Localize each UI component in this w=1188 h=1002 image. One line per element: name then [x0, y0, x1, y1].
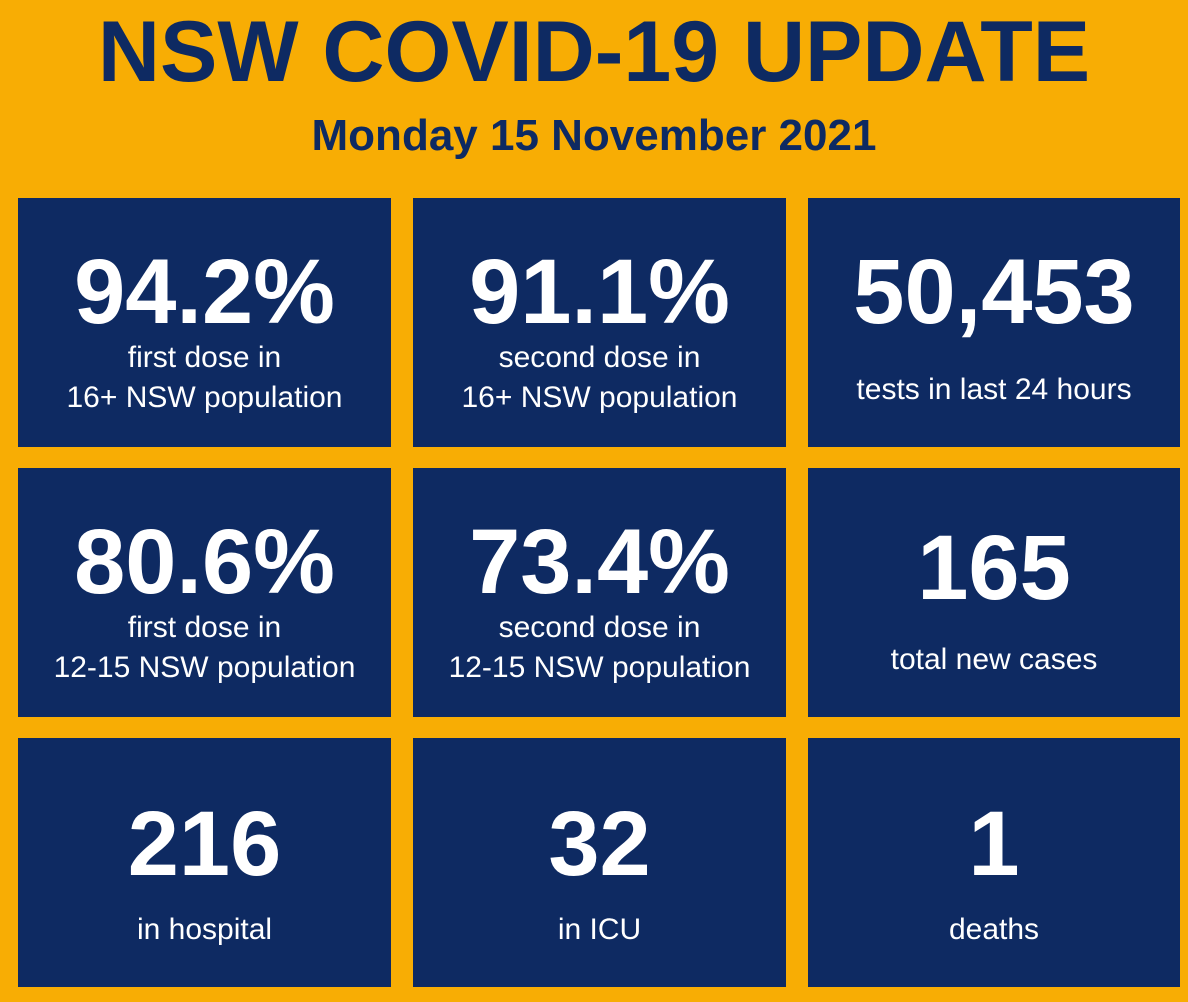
stat-value: 216 [127, 793, 282, 895]
stat-tile-icu: 32 in ICU [413, 738, 786, 987]
stat-value: 94.2% [74, 241, 335, 343]
stat-label: second dose in 16+ NSW population [461, 341, 738, 414]
stat-value: 91.1% [469, 241, 730, 343]
stat-value: 32 [548, 793, 651, 895]
stat-tile-second-dose-12-15: 73.4% second dose in 12-15 NSW populatio… [413, 468, 786, 717]
stat-tile-deaths: 1 deaths [808, 738, 1180, 987]
stat-value: 1 [968, 793, 1020, 895]
stat-label: deaths [948, 913, 1040, 946]
stat-label: in hospital [136, 913, 273, 946]
stat-tile-second-dose-16plus: 91.1% second dose in 16+ NSW population [413, 198, 786, 447]
stat-label: first dose in 16+ NSW population [66, 341, 343, 414]
stat-label: in ICU [557, 913, 642, 946]
stat-tile-tests: 50,453 tests in last 24 hours [808, 198, 1180, 447]
stat-label: first dose in 12-15 NSW population [53, 611, 356, 684]
stat-value: 165 [917, 517, 1071, 619]
update-date: Monday 15 November 2021 [311, 111, 877, 160]
stat-label: tests in last 24 hours [856, 373, 1132, 406]
stat-label: total new cases [890, 643, 1098, 676]
stat-tile-first-dose-12-15: 80.6% first dose in 12-15 NSW population [18, 468, 391, 717]
stat-value: 73.4% [469, 511, 730, 613]
stat-value: 80.6% [74, 511, 335, 613]
page-title: NSW COVID-19 UPDATE [97, 4, 1091, 100]
stat-tile-new-cases: 165 total new cases [808, 468, 1180, 717]
stat-tile-first-dose-16plus: 94.2% first dose in 16+ NSW population [18, 198, 391, 447]
stat-value: 50,453 [853, 241, 1135, 343]
stat-label: second dose in 12-15 NSW population [448, 611, 751, 684]
stat-tile-hospital: 216 in hospital [18, 738, 391, 987]
